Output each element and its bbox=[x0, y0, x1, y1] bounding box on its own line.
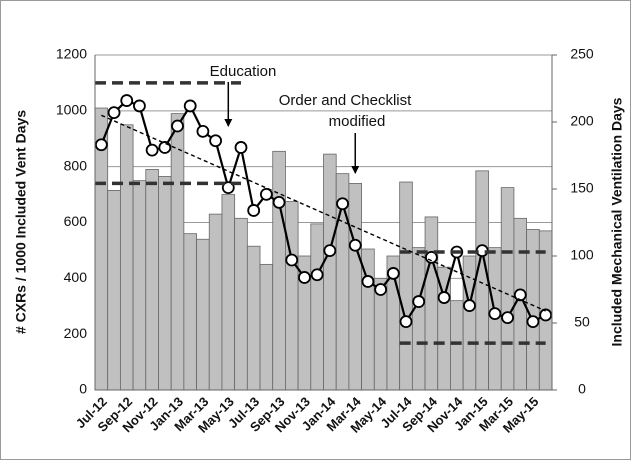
y2-tick-label: 200 bbox=[570, 113, 594, 129]
point bbox=[361, 275, 375, 288]
bar bbox=[246, 245, 261, 391]
point bbox=[107, 106, 121, 120]
bar bbox=[107, 189, 121, 391]
point bbox=[247, 204, 261, 217]
annotation: Education bbox=[210, 63, 277, 80]
point bbox=[94, 138, 108, 152]
point bbox=[463, 299, 476, 312]
point bbox=[323, 244, 337, 258]
point bbox=[488, 307, 502, 321]
point bbox=[209, 134, 222, 148]
point bbox=[183, 99, 197, 113]
bar bbox=[500, 187, 515, 391]
bar bbox=[170, 113, 185, 391]
point bbox=[513, 288, 527, 302]
bar bbox=[450, 300, 464, 391]
point bbox=[272, 195, 286, 209]
y-tick-label: 1000 bbox=[56, 102, 87, 118]
bar bbox=[424, 216, 439, 391]
point bbox=[259, 187, 273, 201]
bar bbox=[462, 255, 477, 391]
point bbox=[158, 141, 172, 154]
y2-tick-label: 150 bbox=[570, 180, 594, 196]
bar bbox=[411, 247, 426, 391]
point bbox=[501, 311, 514, 325]
bar bbox=[158, 176, 172, 391]
y2-axis-label: Included Mechanical Ventilation Days bbox=[609, 97, 625, 346]
bars bbox=[94, 107, 553, 391]
annotation: Order and Checklist bbox=[279, 92, 412, 109]
point bbox=[399, 315, 413, 329]
bar bbox=[196, 238, 210, 391]
bar bbox=[348, 183, 362, 391]
bar bbox=[310, 223, 324, 391]
trendline bbox=[101, 114, 546, 312]
y-tick-label: 200 bbox=[64, 325, 88, 341]
bar bbox=[399, 181, 413, 391]
point bbox=[285, 253, 299, 267]
y-tick-label: 400 bbox=[64, 269, 88, 285]
bar bbox=[145, 169, 159, 391]
point bbox=[412, 295, 426, 308]
point bbox=[539, 308, 553, 322]
point bbox=[145, 143, 159, 157]
y-axis-label: # CXRs / 1000 Included Vent Days bbox=[13, 110, 29, 334]
point bbox=[298, 271, 311, 284]
point bbox=[526, 315, 540, 329]
bar bbox=[323, 153, 337, 391]
overlay bbox=[94, 81, 553, 345]
y2-tick-label: 250 bbox=[570, 46, 594, 62]
bar bbox=[259, 263, 274, 391]
y2-tick-label: 100 bbox=[570, 247, 594, 263]
point bbox=[310, 268, 324, 282]
bar bbox=[132, 180, 147, 391]
point bbox=[196, 124, 210, 138]
point bbox=[348, 238, 362, 252]
annotation: modified bbox=[329, 113, 386, 130]
bar bbox=[285, 201, 299, 391]
point bbox=[133, 99, 146, 113]
bar bbox=[221, 194, 236, 391]
y-tick-label: 600 bbox=[64, 213, 88, 229]
bar bbox=[208, 213, 223, 391]
y-tick-label: 0 bbox=[79, 381, 87, 397]
bar bbox=[234, 217, 248, 391]
point bbox=[336, 197, 349, 211]
point bbox=[120, 94, 134, 107]
y-tick-label: 1200 bbox=[56, 46, 87, 62]
point bbox=[437, 291, 451, 304]
bar bbox=[272, 150, 286, 391]
point bbox=[171, 119, 184, 133]
y2-tick-label: 50 bbox=[574, 314, 590, 330]
point bbox=[374, 283, 388, 296]
y2-tick-label: 0 bbox=[578, 381, 586, 397]
point bbox=[386, 267, 400, 280]
bar bbox=[183, 233, 197, 391]
bar bbox=[119, 124, 134, 391]
point bbox=[234, 141, 248, 154]
y-tick-label: 800 bbox=[64, 157, 88, 173]
bar bbox=[475, 170, 489, 391]
